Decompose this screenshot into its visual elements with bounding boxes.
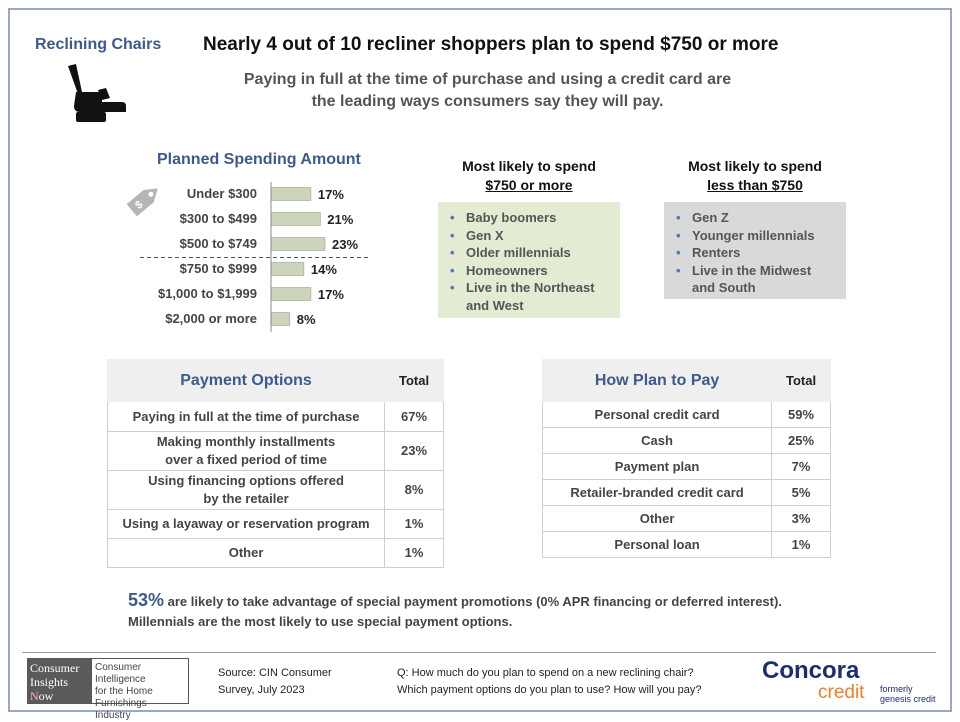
payment-option-value: 23% [384, 431, 444, 471]
table-row: Personal credit card 59% [541, 401, 831, 428]
headline: Nearly 4 out of 10 recliner shoppers pla… [203, 34, 779, 55]
payment-option-label: Using financing options offered by the re… [106, 470, 386, 510]
cin-tagline: Consumer Intelligence for the Home Furni… [91, 658, 189, 721]
table-row: Payment plan 7% [541, 453, 831, 480]
category-label: $750 to $999 [180, 261, 257, 276]
spending-bar-chart: Under $300 17% $300 to $499 21% $500 to $749… [140, 182, 370, 332]
value-label: 17% [318, 187, 344, 202]
promo-stat: 53% [128, 590, 165, 610]
how-plan-to-pay-table: How Plan to Pay Total Personal credit ca… [541, 359, 831, 558]
bar [270, 262, 305, 276]
likely-750-plus-item: Baby boomers [448, 209, 610, 227]
pay-method-label: Cash [541, 427, 773, 454]
pay-method-value: 5% [771, 479, 831, 506]
footer-divider [22, 652, 936, 653]
source-note: Source: CIN Consumer Survey, July 2023 [218, 667, 332, 696]
pay-method-label: Personal credit card [541, 401, 773, 428]
bar [270, 187, 312, 201]
recliner-chair-icon [68, 64, 126, 122]
likely-under-750-item: Live in the Midwest [674, 262, 836, 280]
value-label: 21% [327, 212, 353, 227]
table-row: Other 3% [541, 505, 831, 532]
pay-method-label: Other [541, 505, 773, 532]
pay-method-label: Retailer-branded credit card [541, 479, 773, 506]
question-note: Q: How much do you plan to spend on a ne… [397, 667, 702, 696]
value-label: 8% [297, 312, 316, 327]
likely-750-plus-item: Live in the Northeast [448, 279, 610, 297]
payment-option-label: Paying in full at the time of purchase [106, 401, 386, 432]
likely-under-750-item: and South [692, 280, 756, 295]
pay-method-value: 7% [771, 453, 831, 480]
table-row: Cash 25% [541, 427, 831, 454]
chart-title: Planned Spending Amount [157, 151, 361, 168]
table-row: Personal loan 1% [541, 531, 831, 558]
likely-750-plus-title: Most likely to spend $750 or more [462, 158, 596, 193]
payment-option-label: Making monthly installments over a fixed … [106, 431, 386, 471]
table-row: Other 1% [106, 538, 444, 568]
likely-under-750-item: Gen Z [674, 209, 836, 227]
pay-method-label: Personal loan [541, 531, 773, 558]
payment-options-table: Payment Options Total Paying in full at … [106, 359, 444, 568]
likely-750-plus-box: Baby boomersGen XOlder millennialsHomeow… [438, 202, 620, 318]
likely-750-plus-item: and West [466, 297, 524, 313]
bar [270, 212, 321, 226]
formerly-genesis-note: formerly genesis credit [880, 684, 936, 704]
cin-logo: Consumer Insights Now [27, 658, 91, 704]
likely-750-plus-item: Older millennials [448, 244, 610, 262]
table-row: Retailer-branded credit card 5% [541, 479, 831, 506]
promo-line-2: Millennials are the most likely to use s… [128, 614, 513, 629]
value-label: 14% [311, 262, 337, 277]
pay-method-value: 25% [771, 427, 831, 454]
table-row: Using financing options offered by the re… [106, 470, 444, 510]
pay-method-label: Payment plan [541, 453, 773, 480]
likely-750-plus-item: Gen X [448, 227, 610, 245]
bar [270, 287, 312, 301]
likely-750-plus-item: Homeowners [448, 262, 610, 280]
bar [270, 237, 326, 251]
payment-option-value: 1% [384, 538, 444, 568]
price-tag-icon: $ [126, 188, 158, 217]
how-plan-to-pay-col-header: Total [771, 359, 831, 402]
pay-method-value: 3% [771, 505, 831, 532]
promo-text: 53% are likely to take advantage of spec… [128, 590, 782, 632]
table-row: Making monthly installments over a fixed … [106, 431, 444, 471]
table-row: Using a layaway or reservation program 1% [106, 509, 444, 539]
payment-options-col-header: Total [384, 359, 444, 402]
pay-method-value: 59% [771, 401, 831, 428]
value-label: 23% [332, 237, 358, 252]
payment-option-value: 8% [384, 470, 444, 510]
likely-under-750-item: Younger millennials [674, 227, 836, 245]
how-plan-to-pay-title: How Plan to Pay [541, 359, 773, 402]
payment-option-label: Using a layaway or reservation program [106, 509, 386, 539]
likely-under-750-title: Most likely to spend less than $750 [688, 158, 822, 193]
section-label: Reclining Chairs [35, 36, 162, 53]
category-label: $300 to $499 [180, 211, 257, 226]
category-label: Under $300 [187, 186, 257, 201]
bar [270, 312, 291, 326]
likely-under-750-box: Gen ZYounger millennialsRentersLive in t… [664, 202, 846, 299]
pay-method-value: 1% [771, 531, 831, 558]
concora-credit-logo: Concora credit [762, 657, 865, 703]
category-label: $2,000 or more [165, 311, 257, 326]
subhead-line-2: the leading ways consumers say they will… [311, 93, 664, 110]
subhead: Paying in full at the time of purchase a… [210, 69, 765, 113]
promo-line-1: 53% are likely to take advantage of spec… [128, 590, 782, 610]
likely-under-750-item: Renters [674, 244, 836, 262]
category-label: $500 to $749 [180, 236, 257, 251]
category-label: $1,000 to $1,999 [158, 286, 257, 301]
payment-option-value: 1% [384, 509, 444, 539]
page-frame [8, 8, 952, 712]
payment-option-label: Other [106, 538, 386, 568]
payment-options-title: Payment Options [106, 359, 386, 402]
value-label: 17% [318, 287, 344, 302]
subhead-line-1: Paying in full at the time of purchase a… [243, 71, 732, 88]
payment-option-value: 67% [384, 401, 444, 432]
table-row: Paying in full at the time of purchase 67… [106, 401, 444, 432]
